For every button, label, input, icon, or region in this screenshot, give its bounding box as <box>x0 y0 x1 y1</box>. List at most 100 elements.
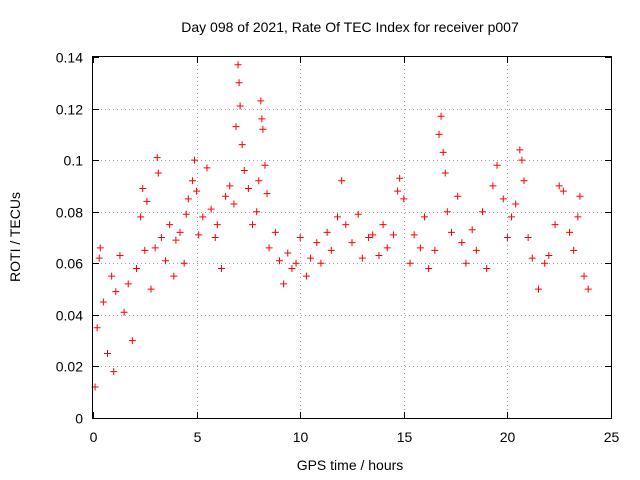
data-point <box>570 246 578 254</box>
data-point <box>518 156 526 164</box>
grid-lines <box>93 57 611 418</box>
data-point <box>154 169 162 177</box>
data-point <box>516 146 524 154</box>
data-point <box>437 112 445 120</box>
y-tick-label: 0 <box>75 411 83 427</box>
data-point <box>348 239 356 247</box>
data-point <box>431 246 439 254</box>
data-point <box>508 213 516 221</box>
data-point <box>96 244 104 252</box>
data-point <box>472 246 480 254</box>
data-point <box>151 244 159 252</box>
data-point <box>443 208 451 216</box>
data-point <box>499 195 507 203</box>
data-point <box>447 228 455 236</box>
data-point <box>574 213 582 221</box>
data-point <box>253 208 261 216</box>
data-point <box>222 192 230 200</box>
data-point <box>323 228 331 236</box>
data-point <box>406 259 414 267</box>
data-point <box>365 234 373 241</box>
data-point <box>576 192 584 200</box>
data-point <box>375 252 383 260</box>
data-point <box>137 213 145 221</box>
data-point <box>333 213 341 221</box>
x-axis-label: GPS time / hours <box>297 457 404 473</box>
data-point <box>255 177 263 185</box>
data-point <box>410 231 418 239</box>
data-point <box>394 187 402 195</box>
data-point <box>191 156 199 164</box>
data-point <box>193 187 201 195</box>
data-point <box>541 259 549 267</box>
data-point <box>238 141 246 149</box>
y-axis-label: ROTI / TECUs <box>7 192 23 282</box>
data-point <box>207 205 215 213</box>
data-point <box>566 228 574 236</box>
data-point <box>234 61 242 69</box>
data-point <box>396 174 404 182</box>
x-tick-label: 25 <box>604 429 620 445</box>
data-point <box>203 164 211 172</box>
data-point <box>400 195 408 203</box>
data-point <box>342 221 350 229</box>
data-point <box>236 102 244 110</box>
data-point <box>157 234 165 241</box>
data-point <box>389 231 397 239</box>
data-point <box>292 259 300 267</box>
data-point <box>458 239 466 247</box>
data-point <box>288 264 296 272</box>
data-point <box>284 249 292 257</box>
data-point <box>271 228 279 236</box>
data-point <box>116 252 124 260</box>
data-point <box>180 259 188 267</box>
x-tick-label: 5 <box>194 429 202 445</box>
data-point <box>128 337 136 345</box>
y-tick-label: 0.08 <box>56 205 83 221</box>
data-point <box>110 368 118 376</box>
data-point <box>435 130 443 138</box>
data-point <box>240 166 248 174</box>
data-point <box>354 210 362 218</box>
data-point <box>479 208 487 216</box>
data-point <box>213 221 221 229</box>
y-tick-label: 0.06 <box>56 256 83 272</box>
data-point <box>232 123 240 131</box>
data-point <box>120 308 128 316</box>
data-point <box>170 272 178 280</box>
y-tick-label: 0.12 <box>56 102 83 118</box>
data-point <box>147 285 155 293</box>
data-point <box>172 236 180 244</box>
data-point <box>302 272 310 280</box>
data-point <box>425 264 433 272</box>
data-point <box>512 200 520 208</box>
data-point <box>258 115 266 123</box>
x-tick-label: 0 <box>90 429 98 445</box>
chart-title: Day 098 of 2021, Rate Of TEC Index for r… <box>181 19 519 35</box>
data-point <box>421 213 429 221</box>
data-point <box>379 221 387 229</box>
data-point <box>559 187 567 195</box>
data-point <box>257 97 265 105</box>
data-point <box>416 244 424 252</box>
data-point <box>259 125 267 133</box>
data-point <box>188 177 196 185</box>
data-point <box>143 197 151 205</box>
y-tick-label: 0.1 <box>64 153 84 169</box>
data-point <box>275 257 283 265</box>
data-point <box>112 288 120 296</box>
data-point <box>528 254 536 262</box>
data-point <box>217 264 225 272</box>
data-point <box>104 350 112 358</box>
data-point <box>441 169 449 177</box>
data-point <box>184 195 192 203</box>
data-point <box>358 254 366 262</box>
plot-frame <box>92 56 612 419</box>
data-point <box>261 161 269 169</box>
data-point <box>327 246 335 254</box>
data-point <box>265 244 273 252</box>
data-point <box>139 185 147 193</box>
data-point <box>263 190 271 198</box>
data-point <box>182 210 190 218</box>
